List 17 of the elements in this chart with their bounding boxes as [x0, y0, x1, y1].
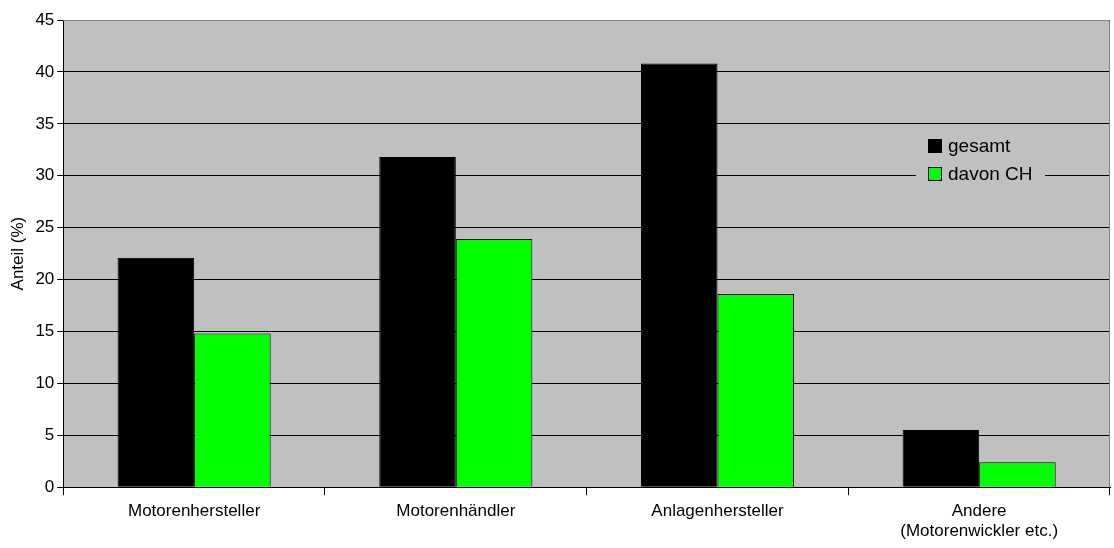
y-tick-label: 35 — [35, 113, 55, 133]
x-tick-label: Motorenhändler — [396, 501, 516, 521]
y-tick-label: 30 — [35, 165, 55, 185]
legend-label: gesamt — [948, 135, 1011, 157]
x-tick-label: Anlagenhersteller — [651, 501, 784, 521]
x-tick-label: Motorenhersteller — [128, 501, 261, 521]
y-tick-label: 0 — [44, 476, 55, 496]
y-tick-label: 25 — [35, 217, 55, 237]
y-tick-label: 40 — [35, 61, 55, 81]
y-tick-label: 45 — [35, 9, 55, 29]
y-tick-label: 20 — [35, 269, 55, 289]
x-tick-label: Andere (Motorenwickler etc.) — [900, 501, 1059, 541]
y-tick-label: 5 — [44, 424, 55, 444]
y-axis-title: Anteil (%) — [7, 216, 27, 291]
y-tick-label: 10 — [35, 373, 55, 393]
legend-label: davon CH — [948, 163, 1033, 185]
y-tick-label: 15 — [35, 321, 55, 341]
